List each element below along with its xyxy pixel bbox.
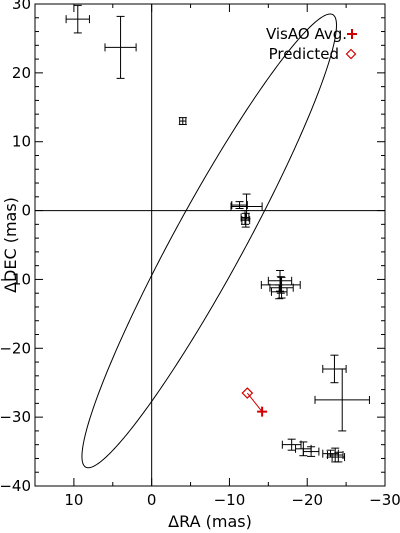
legend-plus-marker: [347, 29, 357, 39]
y-tick-label: 0: [21, 202, 31, 220]
data-point-3: [231, 201, 248, 210]
data-point-15: [302, 446, 320, 457]
orbit-ellipse: [81, 13, 337, 469]
x-tick-label: −20: [291, 491, 323, 509]
y-tick-label: −20: [0, 339, 31, 357]
y-tick-label: 10: [12, 133, 31, 151]
x-tick-label: −10: [214, 491, 246, 509]
highlight-layer: [241, 387, 268, 417]
reference-lines: [35, 4, 385, 486]
data-point-18: [331, 451, 346, 463]
x-tick-label: 0: [147, 491, 157, 509]
legend-diamond-marker: [345, 48, 357, 60]
data-point-0: [65, 4, 90, 34]
data-point-1: [104, 15, 137, 79]
y-ticks: 30 20 10 0 −10 −20 −30 −40: [0, 0, 385, 495]
y-tick-label: 30: [12, 0, 31, 13]
legend-plus: [347, 29, 357, 39]
legend: VisAO Avg. Predicted: [266, 25, 357, 63]
legend-label-visao: VisAO Avg.: [266, 25, 347, 43]
legend-diamond: [345, 48, 357, 60]
visao-avg-marker: [257, 406, 268, 417]
data-point-6: [241, 212, 251, 228]
x-tick-label: −30: [369, 491, 400, 509]
data-point-4: [230, 193, 263, 220]
y-axis-label: ΔDEC (mas): [1, 197, 20, 293]
y-tick-label: −40: [0, 477, 31, 495]
orbit-layer: [81, 13, 337, 469]
plot-frame: [34, 3, 386, 487]
data-point-2: [178, 117, 187, 126]
x-tick-label: 10: [64, 491, 83, 509]
predicted-marker: [241, 387, 254, 399]
y-tick-label: −30: [0, 408, 31, 426]
data-layer: [65, 4, 370, 463]
legend-label-predicted: Predicted: [269, 45, 339, 63]
y-tick-label: −10: [0, 270, 31, 288]
x-axis-label: ΔRA (mas): [168, 512, 252, 531]
x-ticks: 10 0 −10 −20 −30: [34, 4, 400, 509]
y-tick-label: 20: [12, 64, 31, 82]
data-point-16: [322, 449, 339, 458]
data-point-12: [314, 368, 370, 432]
data-point-10: [270, 284, 288, 300]
